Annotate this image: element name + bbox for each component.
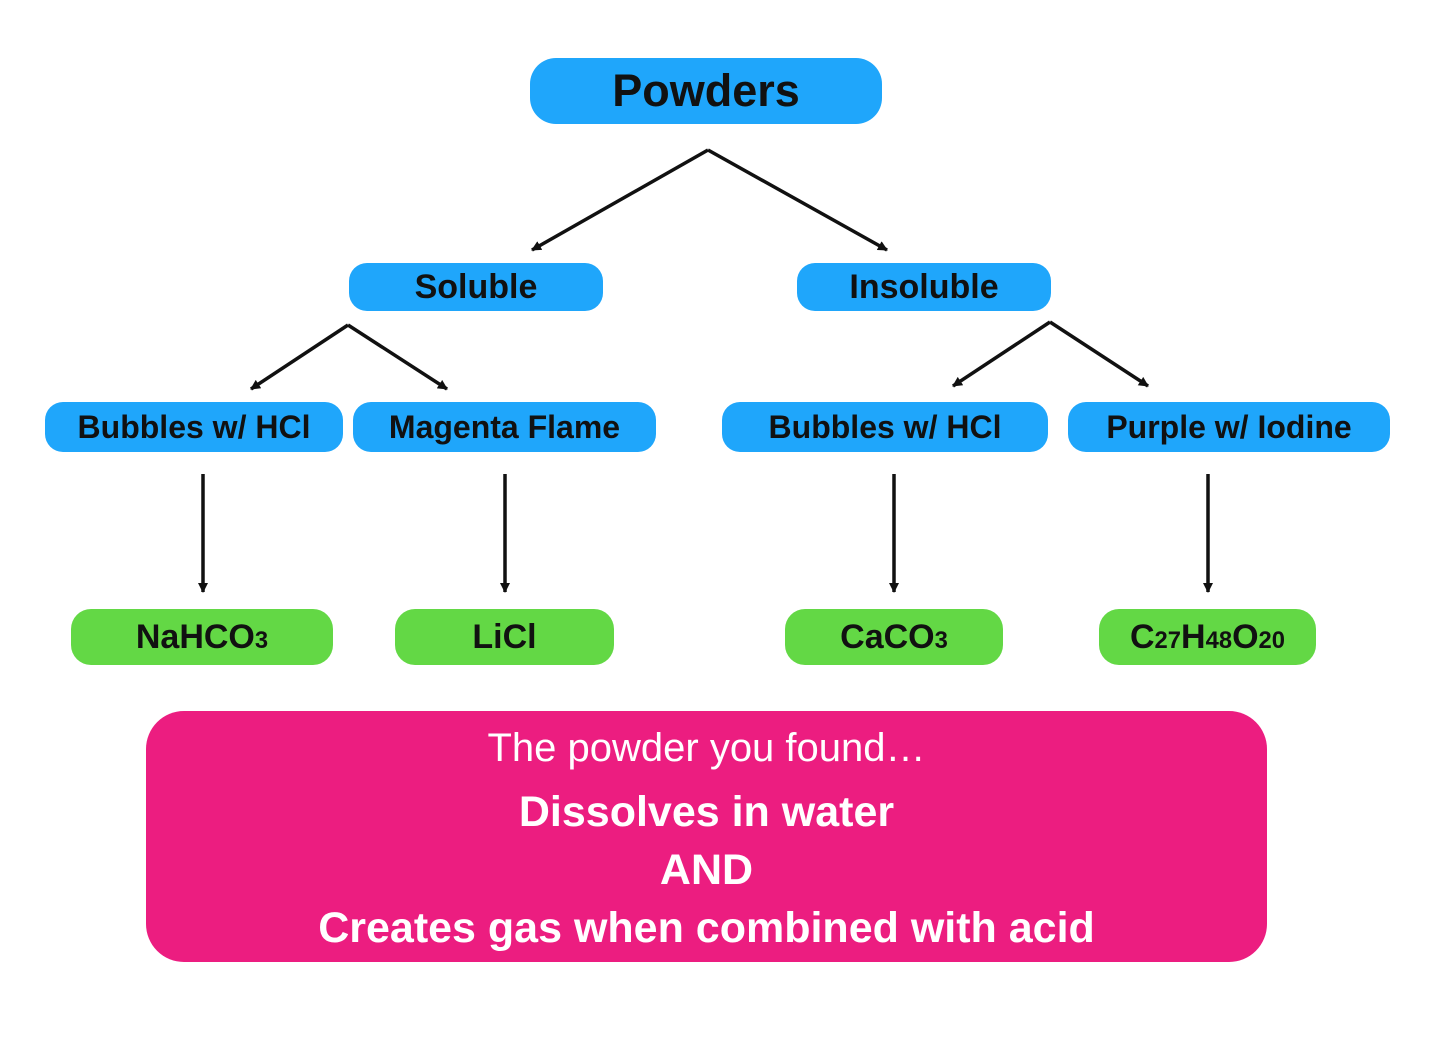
result-node-caco3: CaCO3 [785, 609, 1003, 665]
callout-line-2: AND [659, 846, 754, 894]
test-node-bubbles-hcl-insoluble: Bubbles w/ HCl [722, 402, 1048, 452]
arrow-soluble-to-magenta [347, 323, 448, 391]
test-node-purple-iodine: Purple w/ Iodine [1068, 402, 1390, 452]
arrow-insoluble-to-bubbles [952, 320, 1051, 388]
test-node-label: Purple w/ Iodine [1106, 408, 1352, 445]
root-node-powders: Powders [530, 58, 882, 124]
test-node-magenta-flame: Magenta Flame [353, 402, 656, 452]
result-formula: NaHCO3 [135, 617, 269, 656]
arrow-soluble-to-bubbles [250, 323, 349, 391]
test-node-label: Magenta Flame [388, 408, 621, 445]
result-formula: CaCO3 [840, 617, 948, 656]
callout-line-3: Creates gas when combined with acid [318, 904, 1095, 952]
test-node-bubbles-hcl-soluble: Bubbles w/ HCl [45, 402, 343, 452]
root-node-label: Powders [612, 65, 800, 116]
category-node-label: Soluble [414, 267, 538, 306]
test-node-label: Bubbles w/ HCl [77, 408, 311, 445]
arrow-powders-to-soluble [531, 148, 709, 252]
result-formula: LiCl [472, 617, 537, 656]
result-node-licl: LiCl [395, 609, 614, 665]
result-node-c27h48o20: C27H48O20 [1099, 609, 1316, 665]
test-node-label: Bubbles w/ HCl [768, 408, 1002, 445]
arrow-insoluble-to-purple [1049, 320, 1149, 388]
result-node-nahco3: NaHCO3 [71, 609, 333, 665]
result-formula: C27H48O20 [1129, 617, 1286, 656]
arrow-powders-to-insoluble [707, 148, 888, 252]
category-node-insoluble: Insoluble [797, 263, 1051, 311]
callout-line-1: Dissolves in water [518, 788, 895, 836]
category-node-label: Insoluble [849, 267, 999, 306]
callout-intro: The powder you found… [487, 726, 926, 770]
clue-callout-box: The powder you found… Dissolves in water… [146, 711, 1267, 962]
category-node-soluble: Soluble [349, 263, 603, 311]
